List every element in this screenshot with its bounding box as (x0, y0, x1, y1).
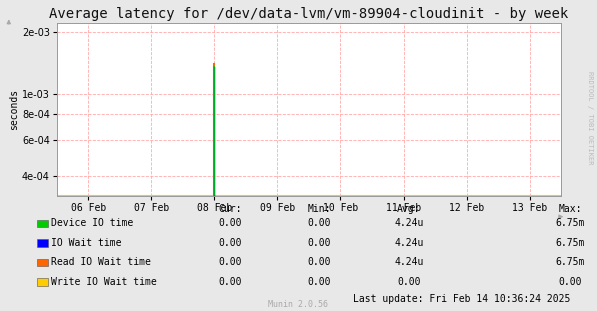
Text: 6.75m: 6.75m (555, 238, 585, 248)
Text: 0.00: 0.00 (307, 277, 331, 287)
Y-axis label: seconds: seconds (9, 89, 19, 130)
Text: 0.00: 0.00 (307, 218, 331, 228)
Text: 0.00: 0.00 (307, 238, 331, 248)
Text: Min:: Min: (307, 204, 331, 214)
Text: IO Wait time: IO Wait time (51, 238, 121, 248)
Text: 4.24u: 4.24u (394, 238, 424, 248)
Text: 0.00: 0.00 (218, 258, 242, 267)
Text: Munin 2.0.56: Munin 2.0.56 (269, 299, 328, 309)
Text: 6.75m: 6.75m (555, 258, 585, 267)
Text: Write IO Wait time: Write IO Wait time (51, 277, 156, 287)
Text: 0.00: 0.00 (218, 238, 242, 248)
Text: Device IO time: Device IO time (51, 218, 133, 228)
Text: 4.24u: 4.24u (394, 218, 424, 228)
Text: Last update: Fri Feb 14 10:36:24 2025: Last update: Fri Feb 14 10:36:24 2025 (353, 294, 570, 304)
Text: 0.00: 0.00 (397, 277, 421, 287)
Text: 4.24u: 4.24u (394, 258, 424, 267)
Text: Max:: Max: (558, 204, 582, 214)
Text: 0.00: 0.00 (558, 277, 582, 287)
Text: Avg:: Avg: (397, 204, 421, 214)
Text: 0.00: 0.00 (218, 218, 242, 228)
Text: 0.00: 0.00 (307, 258, 331, 267)
Title: Average latency for /dev/data-lvm/vm-89904-cloudinit - by week: Average latency for /dev/data-lvm/vm-899… (50, 7, 568, 21)
Text: Read IO Wait time: Read IO Wait time (51, 258, 150, 267)
Text: 6.75m: 6.75m (555, 218, 585, 228)
Text: 0.00: 0.00 (218, 277, 242, 287)
Text: Cur:: Cur: (218, 204, 242, 214)
Text: RRDTOOL / TOBI OETIKER: RRDTOOL / TOBI OETIKER (587, 72, 593, 165)
